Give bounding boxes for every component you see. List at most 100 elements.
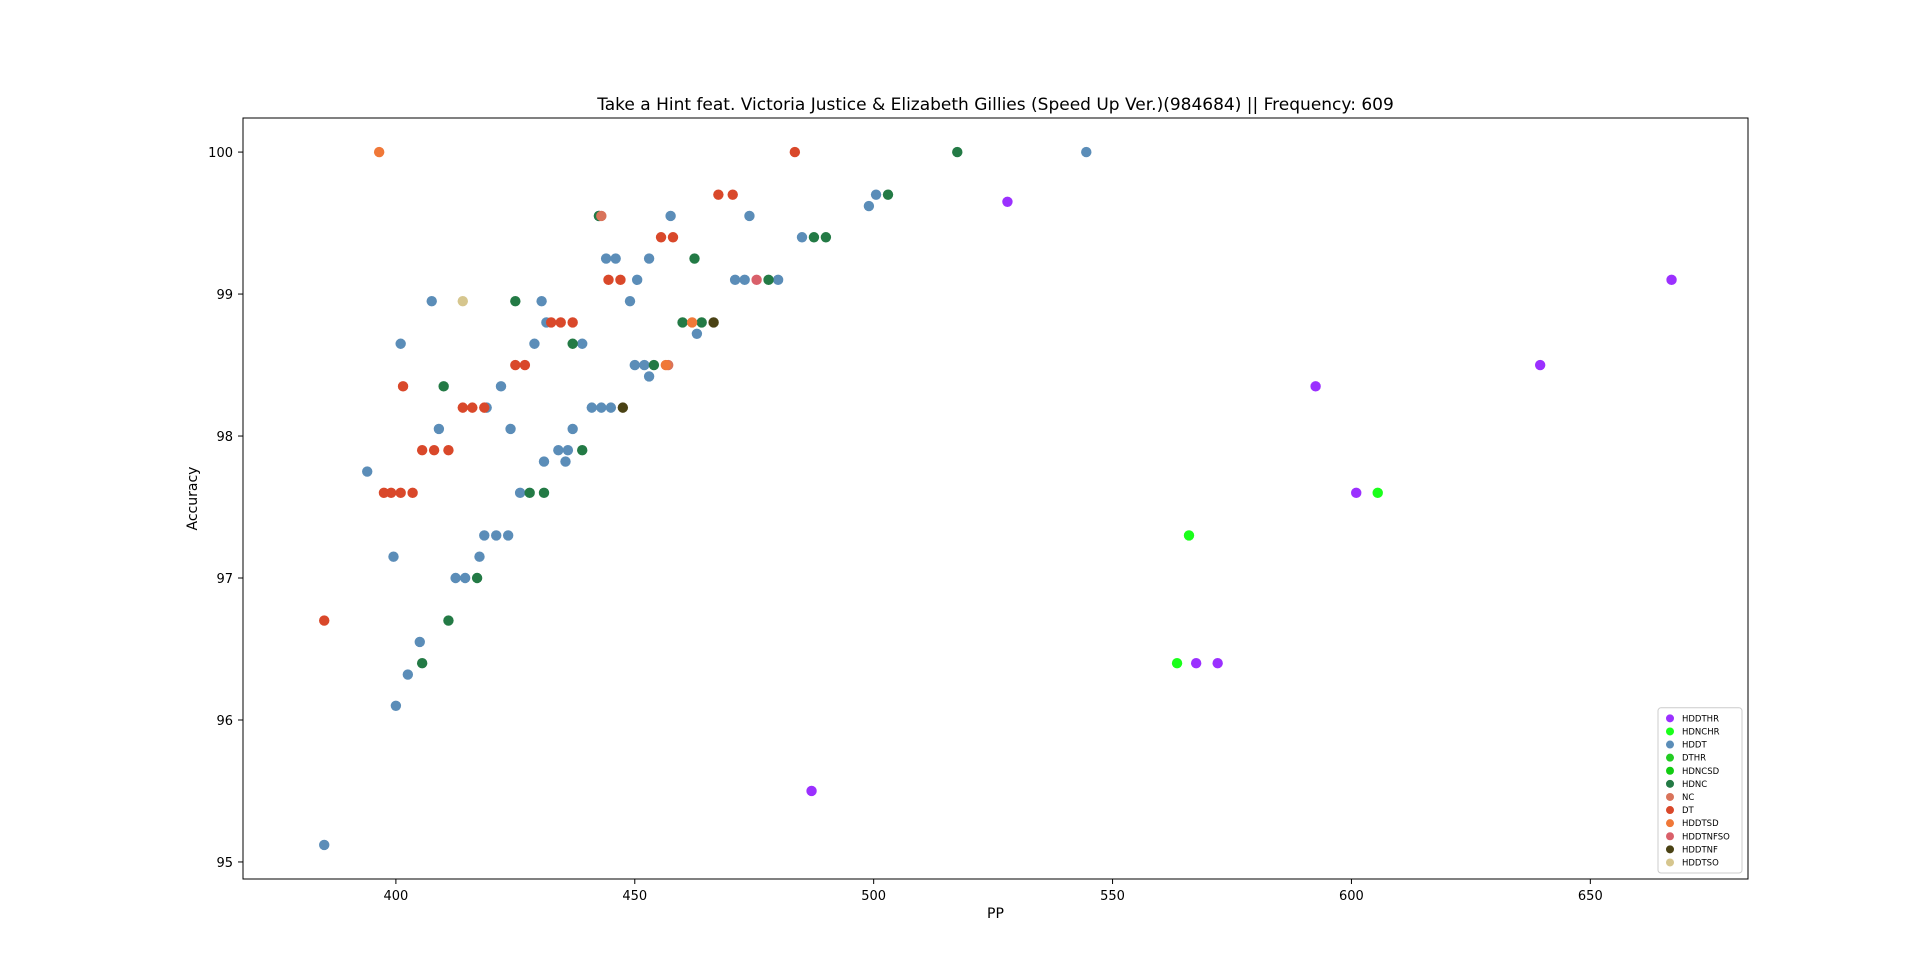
legend-label: HDNCSD: [1682, 767, 1720, 777]
data-point: [443, 445, 454, 456]
points-layer: [319, 146, 1677, 851]
data-point: [505, 423, 516, 435]
data-point: [471, 572, 483, 584]
data-point: [1002, 196, 1013, 207]
data-point: [596, 402, 607, 413]
data-point: [416, 657, 428, 669]
data-point: [373, 146, 385, 158]
data-point: [378, 487, 390, 499]
data-point: [629, 359, 640, 371]
data-point: [562, 445, 574, 456]
x-tick-label: 400: [383, 889, 408, 904]
legend-label: HDDTNF: [1682, 845, 1718, 855]
data-point: [407, 487, 418, 499]
y-tick-label: 97: [216, 572, 233, 587]
legend-marker: [1666, 714, 1674, 723]
data-point: [1212, 657, 1223, 669]
data-point: [603, 274, 614, 286]
y-tick-label: 98: [216, 430, 233, 445]
data-point: [510, 295, 521, 307]
data-point: [808, 232, 820, 243]
data-point: [390, 700, 402, 711]
legend-label: HDNCHR: [1682, 727, 1720, 737]
data-point: [665, 210, 676, 222]
legend-marker: [1666, 766, 1674, 775]
data-point: [667, 232, 679, 243]
y-tick-label: 95: [216, 856, 233, 871]
x-tick-label: 500: [861, 889, 886, 904]
legend-label: HDDTSO: [1682, 858, 1719, 868]
data-point: [457, 402, 468, 413]
data-point: [1171, 657, 1183, 669]
data-point: [739, 274, 750, 286]
legend-marker: [1666, 779, 1674, 788]
data-point: [567, 317, 578, 328]
data-point: [696, 317, 707, 328]
legend-label: HDDTSD: [1682, 819, 1719, 829]
data-point: [502, 530, 514, 541]
data-point: [567, 423, 578, 435]
data-point: [624, 295, 636, 307]
data-point: [514, 487, 526, 499]
data-point: [491, 530, 502, 541]
data-point: [402, 669, 414, 680]
legend-marker: [1666, 858, 1674, 867]
legend-marker: [1666, 792, 1674, 801]
data-point: [686, 317, 698, 328]
data-point: [438, 381, 449, 392]
data-point: [474, 551, 485, 562]
data-point: [459, 572, 471, 584]
data-point: [648, 359, 660, 371]
data-point: [689, 253, 700, 264]
legend-label: HDNC: [1682, 780, 1707, 790]
data-point: [1351, 487, 1362, 499]
data-point: [586, 402, 597, 413]
data-point: [443, 615, 454, 626]
legend-marker: [1666, 806, 1674, 815]
data-point: [510, 359, 521, 371]
data-point: [319, 839, 330, 851]
data-point: [519, 359, 531, 371]
data-point: [729, 274, 741, 286]
data-point: [820, 232, 832, 243]
data-point: [555, 317, 566, 328]
x-axis-label: PP: [987, 906, 1004, 922]
data-point: [744, 210, 755, 222]
data-point: [643, 371, 655, 382]
data-point: [450, 572, 461, 584]
data-point: [863, 200, 875, 212]
data-point: [660, 359, 672, 371]
data-point: [643, 253, 655, 264]
data-point: [567, 338, 578, 349]
legend-label: DT: [1682, 806, 1695, 816]
data-point: [952, 146, 963, 158]
legend-label: HDDTHR: [1682, 714, 1719, 724]
legend-label: HDDT: [1682, 741, 1707, 751]
data-point: [1666, 274, 1677, 286]
data-point: [524, 487, 535, 499]
legend-marker: [1666, 845, 1674, 854]
data-point: [796, 232, 808, 243]
data-point: [610, 253, 621, 264]
data-point: [1190, 657, 1202, 669]
data-point: [617, 402, 629, 413]
x-tick-label: 450: [622, 889, 647, 904]
data-point: [538, 456, 550, 467]
data-point: [416, 445, 428, 456]
data-point: [577, 445, 588, 456]
data-point: [763, 274, 774, 286]
data-point: [639, 359, 650, 371]
data-point: [538, 487, 550, 499]
data-point: [553, 445, 564, 456]
data-point: [806, 785, 817, 797]
data-point: [789, 146, 801, 158]
data-point: [655, 232, 667, 243]
data-point: [882, 189, 894, 200]
data-point: [605, 402, 617, 413]
y-tick-label: 99: [216, 288, 233, 303]
data-point: [536, 295, 547, 307]
data-point: [1310, 381, 1321, 392]
y-axis-label: Accuracy: [185, 467, 201, 531]
